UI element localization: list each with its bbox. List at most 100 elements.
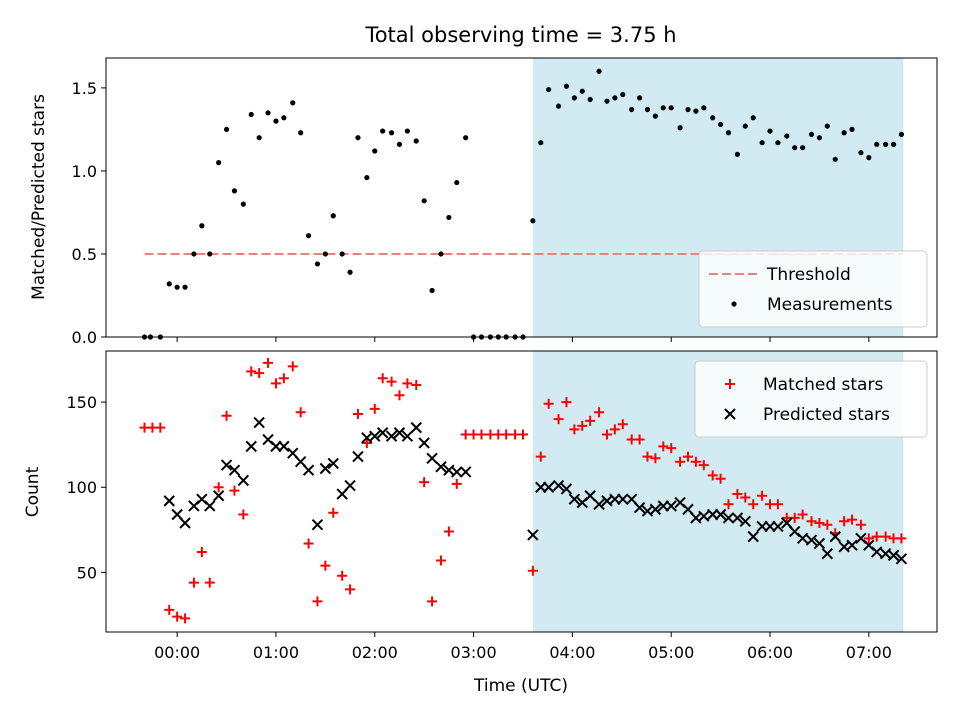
top-series0-point [858, 150, 864, 156]
bottom-series1-point [772, 520, 784, 533]
bottom-series0-point [172, 611, 183, 622]
bottom-series0-point [320, 560, 331, 571]
bottom-series1-point [552, 479, 565, 492]
bottom-series1-point [401, 430, 414, 442]
top-series0-point [166, 281, 172, 287]
bottom-series0-point [569, 424, 580, 435]
top-series0-point [660, 105, 666, 111]
bottom-series0-point [164, 604, 175, 615]
bottom-series0-point [690, 456, 701, 467]
bottom-series0-point [435, 555, 446, 566]
bottom-series0-point [698, 460, 709, 471]
count-panel: 00:00 01:00 02:00 03:00 04:00 05:00 06:00 07:00… [66, 350, 938, 662]
bottom-series0-point [221, 410, 232, 421]
top-series0-point [207, 251, 213, 257]
top-y-tick-label: 0.0 [72, 328, 97, 347]
bottom-series1-point [829, 530, 841, 543]
top-series0-point [816, 135, 823, 141]
bottom-series0-point [634, 434, 645, 445]
bottom-series1-point [846, 539, 858, 551]
top-series0-point [587, 96, 593, 103]
bottom-series1-point [542, 481, 555, 493]
top-series0-point [652, 113, 658, 119]
x-tick-label: 02:00 [352, 643, 398, 662]
bottom-series1-point [253, 416, 265, 429]
bottom-series1-point [278, 440, 290, 453]
top-series0-point [355, 135, 361, 141]
top-series0-point [231, 188, 238, 194]
bottom-series0-point [451, 478, 462, 489]
top-series0-point [364, 174, 370, 181]
bottom-series1-point [714, 508, 727, 521]
bottom-series0-point [303, 538, 314, 549]
top-series0-point [290, 100, 296, 106]
bottom-series0-point [847, 514, 858, 525]
top-series0-point [742, 123, 748, 129]
top-series0-point [841, 130, 847, 136]
bottom-series1-point [895, 553, 908, 565]
bottom-series0-point [601, 429, 612, 440]
top-series0-point [596, 68, 602, 74]
bottom-series0-point [361, 437, 372, 448]
bottom-series0-point [386, 376, 397, 387]
top-series0-point [380, 128, 386, 134]
bottom-series0-point [345, 584, 356, 595]
bottom-y-tick-label: 150 [66, 393, 97, 412]
top-series0-point [604, 98, 610, 104]
bottom-series1-point [245, 440, 257, 453]
bottom-series0-point [617, 419, 628, 430]
bottom-y-tick-label: 100 [66, 478, 97, 497]
top-series0-point [240, 201, 246, 207]
bottom-y-tick-label: 50 [77, 563, 97, 582]
top-series0-point [677, 125, 683, 131]
top-series0-point [546, 86, 552, 93]
bottom-series0-point [715, 473, 726, 484]
top-series0-point [890, 141, 897, 147]
top-series0-point [620, 91, 626, 98]
bottom-series1-point [319, 462, 332, 475]
bottom-series1-point [805, 534, 818, 546]
bottom-series0-point [312, 596, 323, 607]
bottom-series0-point [748, 499, 759, 510]
bottom-series1-point [722, 512, 735, 524]
bottom-series0-point [863, 533, 874, 544]
top-series0-point [579, 88, 585, 94]
bottom-series0-point [732, 489, 743, 500]
bottom-series1-point [418, 437, 430, 449]
bottom-legend: Matched stars Predicted stars [694, 360, 928, 438]
top-series0-point [463, 135, 469, 141]
bottom-series1-point [369, 430, 381, 442]
top-series0-point [734, 151, 741, 157]
bottom-series0-point [427, 596, 438, 607]
top-series0-point [800, 145, 806, 151]
top-series0-point [767, 128, 773, 134]
top-series0-point [824, 123, 830, 129]
top-series0-point [668, 105, 674, 111]
bottom-legend-marker [724, 408, 736, 420]
ratio-panel: 0.0 0.5 1.0 1.5 Threshold Measurements [72, 57, 938, 347]
x-tick-label: 04:00 [549, 643, 595, 662]
bottom-series0-point [188, 577, 199, 588]
bottom-series0-point [263, 357, 274, 368]
bottom-series1-point [212, 490, 225, 502]
top-series0-point [322, 251, 328, 257]
bottom-series1-point [739, 515, 752, 528]
x-tick-label: 05:00 [648, 643, 694, 662]
bottom-series0-point [772, 499, 783, 510]
top-series0-point [223, 126, 230, 133]
bottom-series0-point [723, 499, 734, 510]
top-legend: Threshold Measurements [698, 250, 928, 328]
top-series0-point [693, 108, 699, 114]
bottom-series0-point [270, 378, 281, 389]
bottom-series0-point [213, 482, 224, 493]
bottom-series0-point [328, 507, 339, 518]
top-series0-point [849, 126, 855, 133]
top-series0-point [759, 140, 765, 146]
bottom-legend-marker [725, 379, 735, 389]
top-series0-point [832, 156, 838, 162]
top-series0-point [636, 95, 643, 101]
top-series0-point [438, 251, 444, 257]
top-series0-point [612, 95, 618, 101]
bottom-series1-point [813, 537, 826, 550]
